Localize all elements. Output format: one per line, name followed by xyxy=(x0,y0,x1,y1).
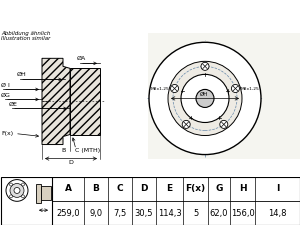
Circle shape xyxy=(181,74,229,122)
Circle shape xyxy=(10,184,24,197)
Circle shape xyxy=(6,180,28,201)
Text: Illustration similar: Illustration similar xyxy=(1,36,50,41)
Circle shape xyxy=(10,195,13,198)
Text: D: D xyxy=(69,160,74,165)
Polygon shape xyxy=(42,58,70,144)
Bar xyxy=(41,187,51,200)
Circle shape xyxy=(168,61,242,135)
Circle shape xyxy=(220,120,228,128)
Text: D: D xyxy=(140,184,148,193)
Text: 24.0109-0155.1: 24.0109-0155.1 xyxy=(46,7,176,22)
Text: E: E xyxy=(167,184,172,193)
Text: M8x1,25: M8x1,25 xyxy=(151,86,169,90)
Text: 114,3: 114,3 xyxy=(158,209,182,218)
Text: 30,5: 30,5 xyxy=(135,209,153,218)
Text: Ø I: Ø I xyxy=(1,82,10,87)
Text: I: I xyxy=(276,184,279,193)
Circle shape xyxy=(10,183,13,186)
Text: ATE: ATE xyxy=(193,104,233,123)
Circle shape xyxy=(171,85,178,92)
Text: F(x): F(x) xyxy=(1,131,13,136)
Circle shape xyxy=(149,42,261,155)
Text: ØA: ØA xyxy=(77,56,86,61)
Circle shape xyxy=(14,187,20,194)
Text: 14,8: 14,8 xyxy=(268,209,287,218)
Bar xyxy=(70,68,100,135)
Circle shape xyxy=(22,183,25,186)
Text: B: B xyxy=(93,184,99,193)
Text: ØH: ØH xyxy=(17,72,27,77)
Text: C (MTH): C (MTH) xyxy=(75,148,100,153)
Text: ØG: ØG xyxy=(1,92,11,97)
Circle shape xyxy=(182,120,190,128)
Text: 259,0: 259,0 xyxy=(56,209,80,218)
Text: M8x1,25: M8x1,25 xyxy=(240,86,259,90)
Text: 9,0: 9,0 xyxy=(89,209,103,218)
Text: C: C xyxy=(117,184,123,193)
Text: A: A xyxy=(64,184,71,193)
Text: 7,5: 7,5 xyxy=(113,209,127,218)
Text: B: B xyxy=(61,148,65,153)
Text: 5: 5 xyxy=(193,209,198,218)
Text: H: H xyxy=(239,184,246,193)
Text: G: G xyxy=(215,184,223,193)
Text: Abbildung ähnlich: Abbildung ähnlich xyxy=(1,31,50,36)
Text: ØH: ØH xyxy=(200,91,208,97)
Text: F(x): F(x) xyxy=(185,184,206,193)
Bar xyxy=(36,184,41,203)
Text: 156,0: 156,0 xyxy=(231,209,254,218)
Circle shape xyxy=(22,195,25,198)
Text: 409155: 409155 xyxy=(194,7,256,22)
Text: 62,0: 62,0 xyxy=(210,209,228,218)
Circle shape xyxy=(196,89,214,108)
Circle shape xyxy=(231,85,239,92)
Circle shape xyxy=(201,62,209,70)
Bar xyxy=(148,33,300,159)
Text: ØE: ØE xyxy=(9,101,18,106)
